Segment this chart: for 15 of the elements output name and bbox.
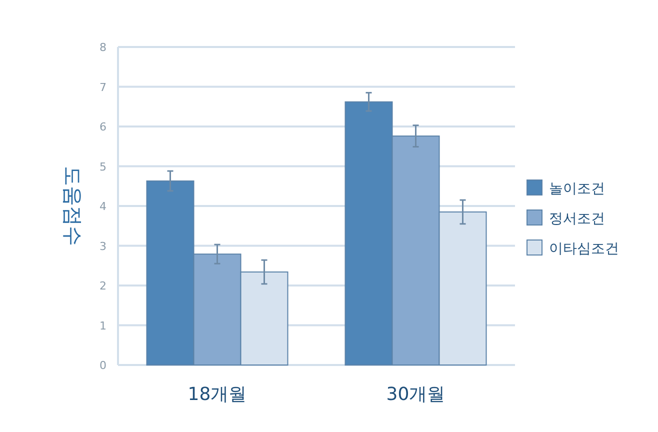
y-tick-label: 4 [100, 200, 106, 213]
x-tick-label: 18개월 [188, 384, 247, 405]
y-tick-label: 2 [100, 280, 106, 292]
x-tick-label: 30개월 [386, 384, 446, 405]
legend-label: 정서조건 [549, 211, 605, 227]
y-tick-label: 7 [100, 80, 106, 94]
y-tick-label: 6 [100, 120, 106, 134]
y-tick-label: 8 [100, 41, 106, 54]
y-tick-label: 1 [100, 319, 106, 332]
legend-label: 이타심조건 [549, 241, 619, 257]
legend-label: 놀이조건 [549, 181, 605, 197]
y-tick-label: 3 [100, 240, 106, 253]
y-tick-label: 0 [100, 359, 106, 372]
y-tick-label: 5 [100, 160, 106, 174]
y-axis-title: 도움점수 [61, 166, 85, 246]
